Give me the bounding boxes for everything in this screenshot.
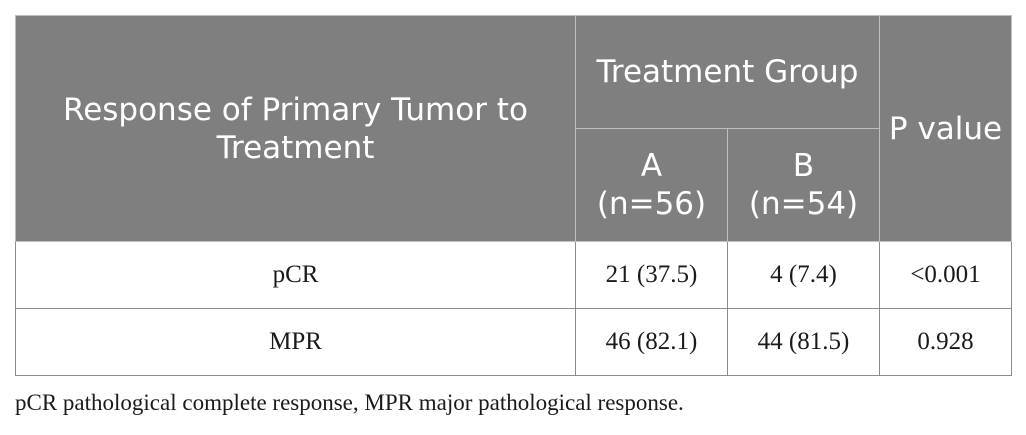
table-row: pCR 21 (37.5) 4 (7.4) <0.001 — [15, 241, 1013, 309]
group-a-header: A (n=56) — [575, 128, 728, 242]
header-row-top: Response of Primary Tumor to Treatment T… — [15, 15, 1013, 242]
group-b-cell: 4 (7.4) — [726, 241, 881, 309]
table-footnote: pCR pathological complete response, MPR … — [15, 390, 684, 415]
table-header: Response of Primary Tumor to Treatment T… — [15, 15, 1013, 242]
group-b-cell: 44 (81.5) — [726, 308, 881, 376]
p-value-cell: 0.928 — [879, 308, 1013, 376]
results-table: Response of Primary Tumor to Treatment T… — [15, 15, 1013, 376]
row-label: MPR — [15, 308, 576, 376]
row-label: pCR — [15, 241, 576, 309]
group-b-header: B (n=54) — [726, 128, 881, 242]
treatment-group-header: Treatment Group — [574, 15, 881, 129]
group-a-cell: 46 (82.1) — [575, 308, 728, 376]
p-value-cell: <0.001 — [879, 241, 1013, 309]
table-body: pCR 21 (37.5) 4 (7.4) <0.001 MPR 46 (82.… — [15, 241, 1013, 376]
table-row: MPR 46 (82.1) 44 (81.5) 0.928 — [15, 308, 1013, 376]
group-a-cell: 21 (37.5) — [575, 241, 728, 309]
response-column-header: Response of Primary Tumor to Treatment — [15, 15, 576, 242]
header-row-sub: A (n=56) B (n=54) — [16, 128, 1012, 242]
results-table-container: Response of Primary Tumor to Treatment T… — [15, 15, 1013, 376]
p-value-column-header: P value — [879, 15, 1013, 242]
